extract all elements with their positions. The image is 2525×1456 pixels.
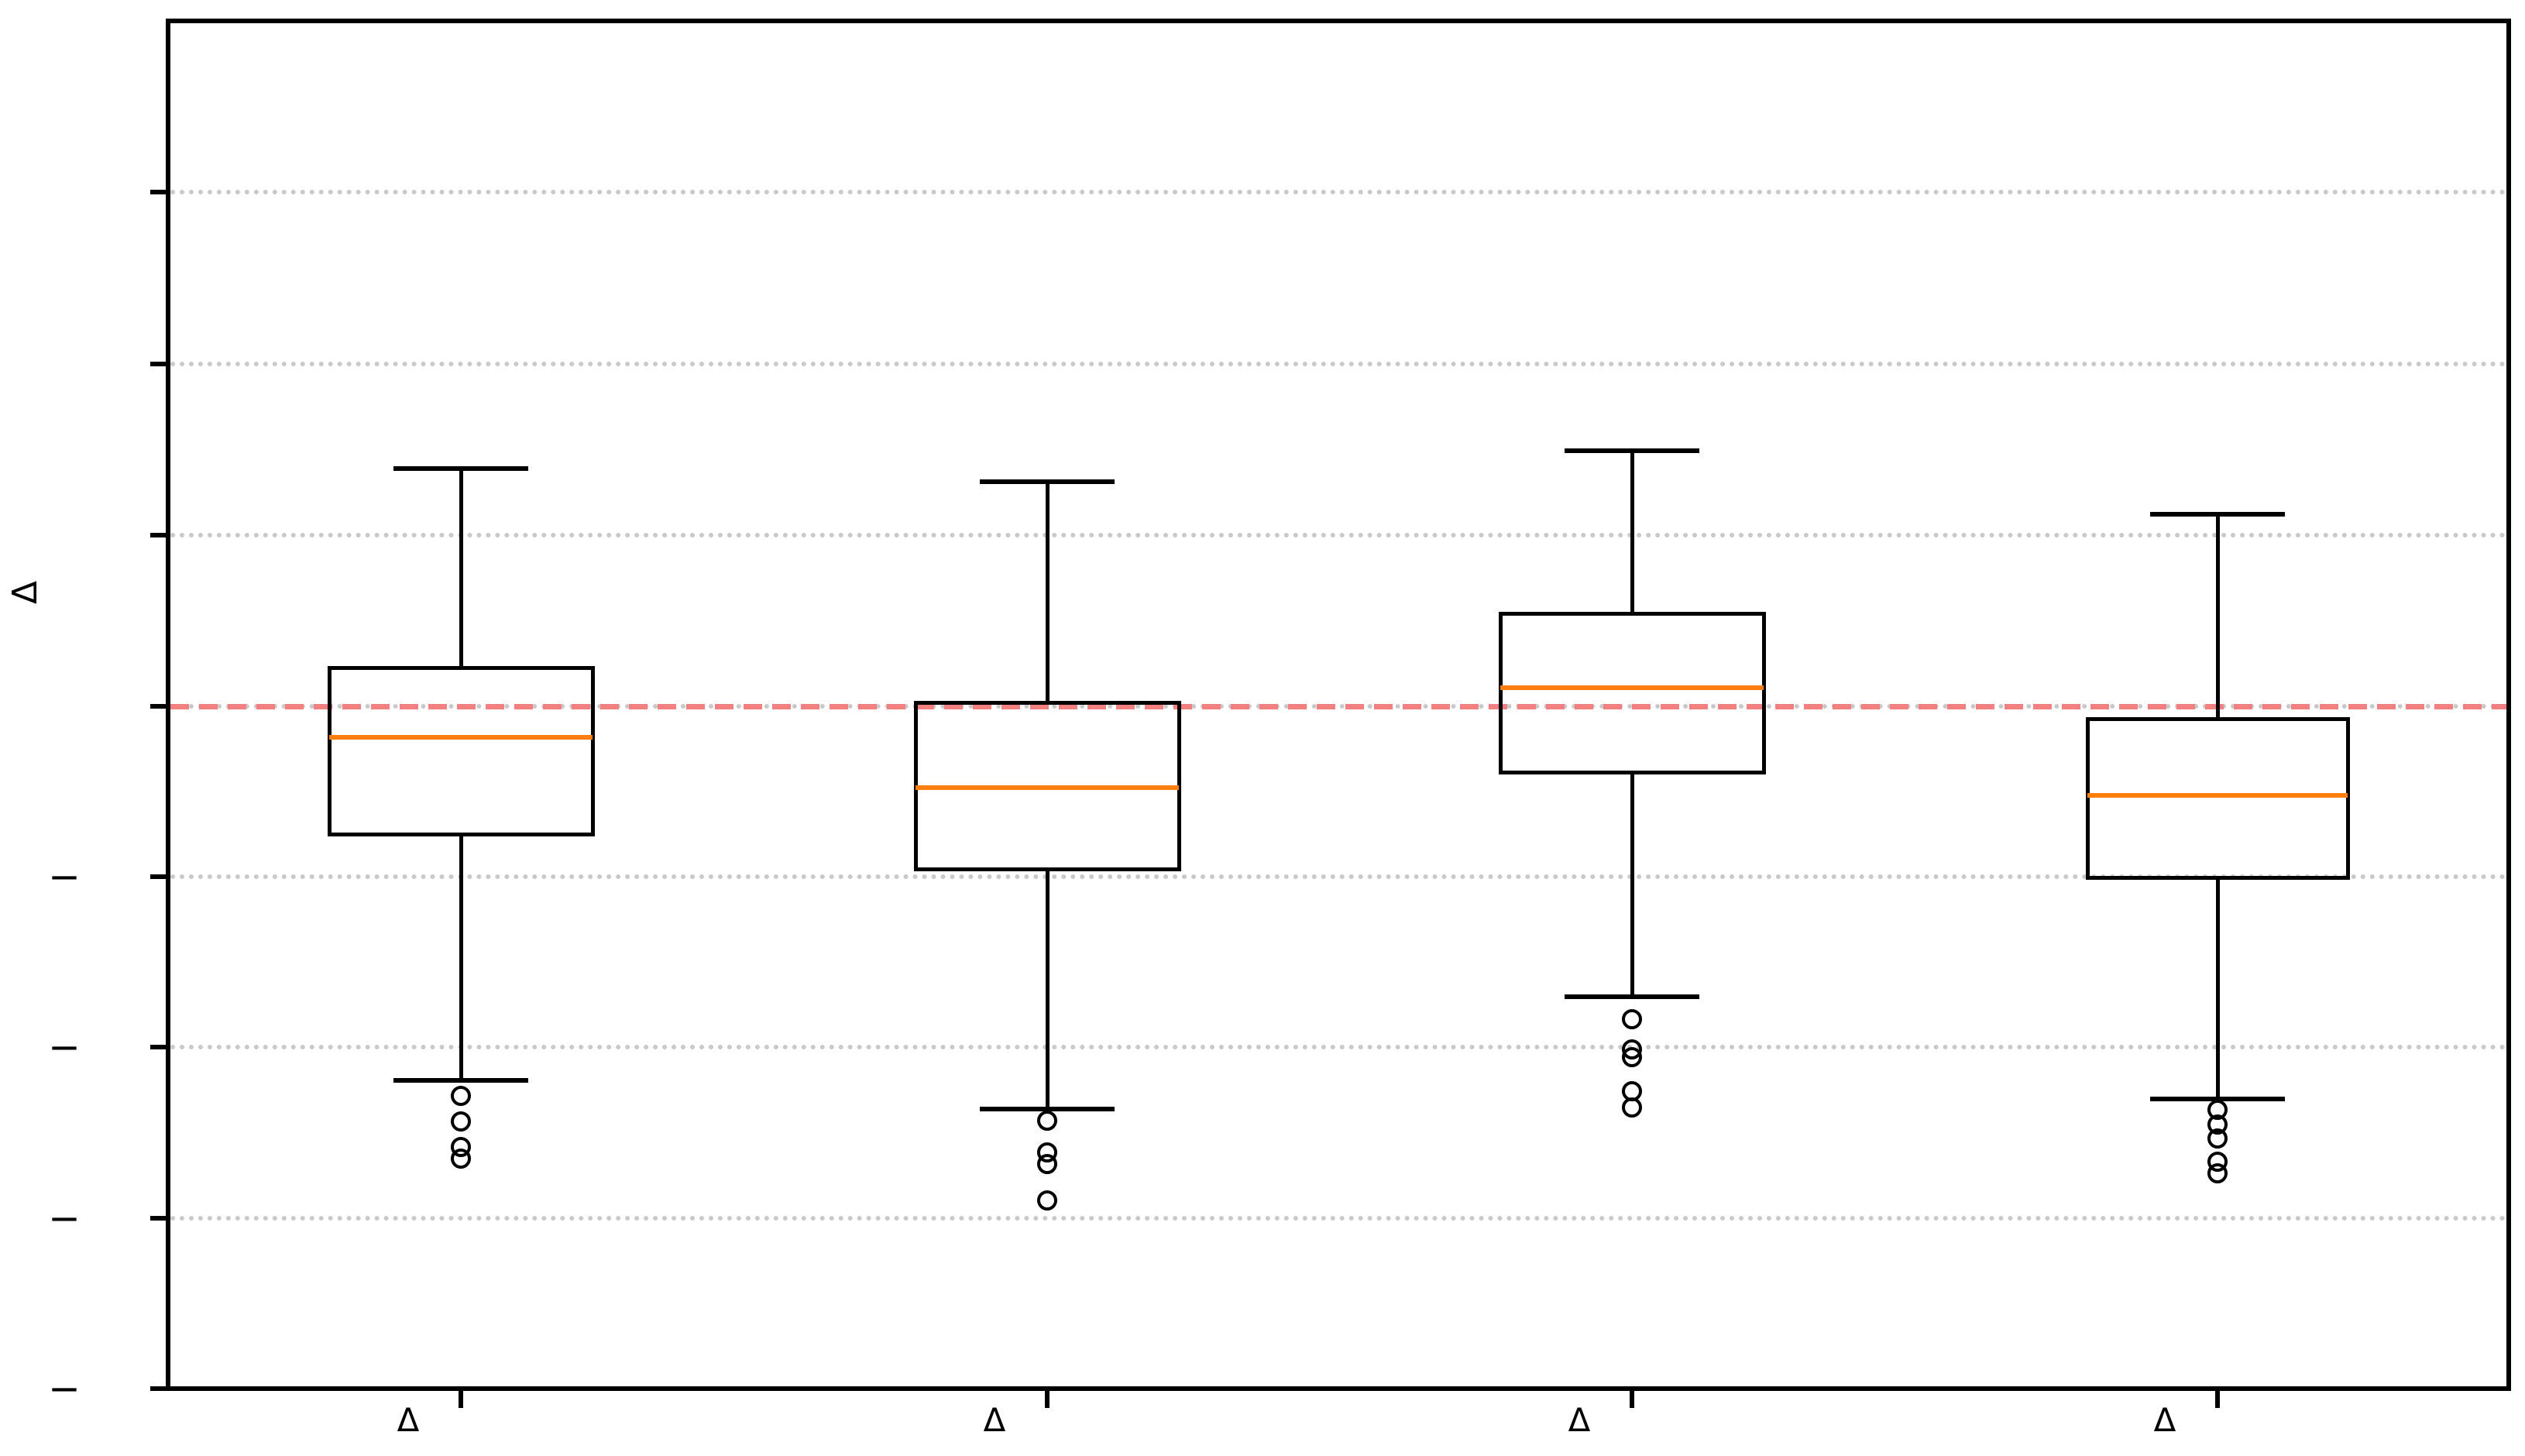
x-tick [459,1391,463,1408]
y-axis-label: Δ [5,580,45,605]
upper-whisker-cap [2150,512,2285,517]
lower-whisker-cap [1565,994,1699,999]
upper-whisker-cap [393,466,528,471]
boxplot-box [2086,717,2350,880]
x-tick [1045,1391,1050,1408]
gridline [170,874,2506,879]
median-line [2087,793,2348,798]
median-line [916,785,1179,790]
x-tick [1630,1391,1634,1408]
boxplot-box [328,666,595,836]
lower-whisker [1046,869,1050,1109]
outlier-point [2207,1163,2228,1183]
median-line [329,735,593,740]
outlier-point [2207,1128,2228,1149]
gridline [170,1045,2506,1049]
lower-whisker-cap [980,1107,1115,1111]
upper-whisker-cap [980,479,1115,484]
lower-whisker [2216,877,2220,1099]
lower-whisker-cap [393,1078,528,1083]
y-tick [150,1045,166,1049]
y-tick-label: − [48,1025,81,1070]
x-tick-label: Δ [1568,1401,1591,1439]
x-tick-label: Δ [397,1401,420,1439]
outlier-point [1622,1047,1642,1067]
upper-whisker [1046,482,1050,702]
outlier-point [451,1086,471,1106]
upper-whisker [1630,451,1634,613]
outlier-point [1037,1154,1057,1174]
upper-whisker [459,469,463,668]
y-tick-label: − [48,1196,81,1241]
y-tick [150,874,166,879]
y-tick [150,1386,166,1391]
plot-frame [166,19,2511,1391]
outlier-point [1037,1190,1057,1210]
x-tick-label: Δ [983,1401,1006,1439]
gridline [170,1216,2506,1221]
gridline [170,533,2506,537]
gridline [170,190,2506,194]
y-tick [150,362,166,366]
y-tick [150,1216,166,1221]
lower-whisker [459,834,463,1080]
boxplot-box [1499,612,1766,774]
y-tick-label: − [48,1366,81,1411]
gridline [170,362,2506,366]
lower-whisker [1630,772,1634,997]
lower-whisker-cap [2150,1097,2285,1101]
outlier-point [1622,1009,1642,1029]
outlier-point [451,1111,471,1131]
outlier-point [451,1149,471,1169]
x-tick-label: Δ [2153,1401,2176,1439]
y-tick [150,533,166,537]
median-line [1500,685,1764,690]
x-tick [2215,1391,2220,1408]
reference-dashed-line [170,703,2506,709]
outlier-point [1622,1097,1642,1118]
outlier-point [1037,1111,1057,1131]
y-tick [150,190,166,194]
upper-whisker-cap [1565,448,1699,453]
y-tick-label: − [48,854,81,899]
y-tick [150,704,166,709]
upper-whisker [2216,514,2220,719]
